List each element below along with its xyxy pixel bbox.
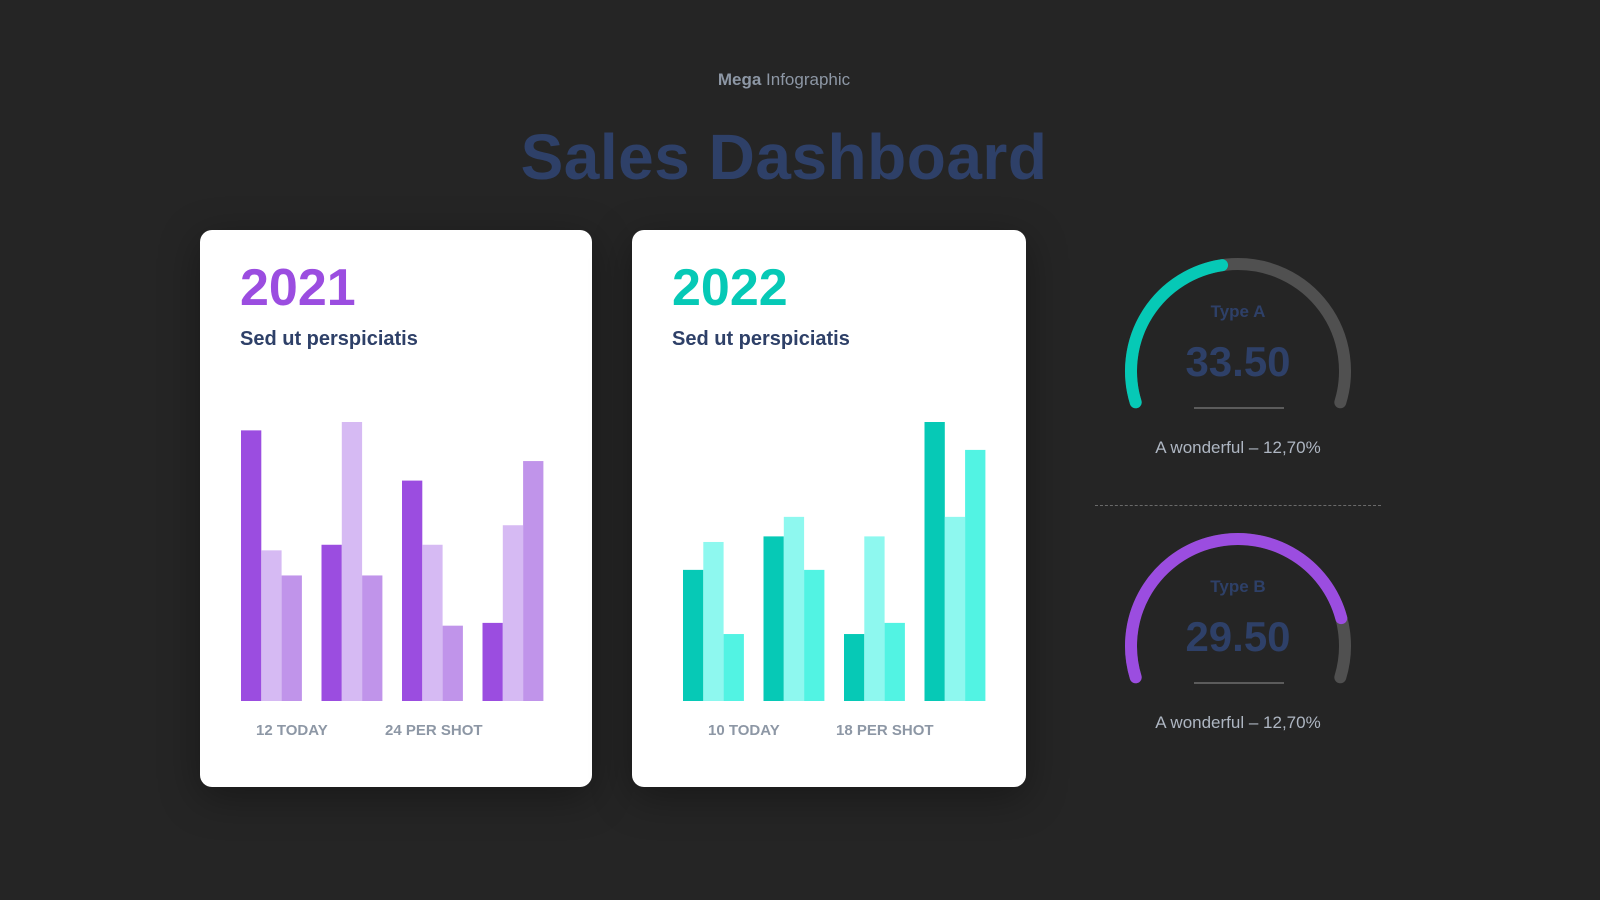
gauge-value: 33.50 xyxy=(1185,338,1291,385)
kicker-rest: Infographic xyxy=(766,70,851,89)
bar-chart-2022 xyxy=(683,422,986,701)
bar-g4-s2 xyxy=(944,516,966,701)
chart-year: 2021 xyxy=(240,259,356,317)
bar-g1-s2 xyxy=(703,541,724,701)
bar-g3-s2 xyxy=(422,544,443,701)
bar-g4-s3 xyxy=(965,449,986,701)
bar-g3-s3 xyxy=(884,622,905,701)
bar-g1-s3 xyxy=(723,634,744,701)
gauge-underline xyxy=(1194,682,1284,684)
chart-year: 2022 xyxy=(672,259,788,317)
gauge-arc xyxy=(1125,533,1351,684)
bar-chart-2021 xyxy=(241,422,544,701)
bar-g1-s1 xyxy=(241,430,262,701)
gauge-caption: A wonderful – 12,70% xyxy=(1155,713,1321,732)
chart-note-per-shot: 24 PER SHOT xyxy=(385,722,483,739)
bar-g2-s1 xyxy=(321,544,342,701)
gauge-divider xyxy=(1095,505,1381,506)
gauge-type-b: Type B 29.50 A wonderful – 12,70% xyxy=(1110,530,1366,740)
bar-g1-s2 xyxy=(261,550,282,701)
bar-g3-s3 xyxy=(442,625,463,701)
gauge-progress xyxy=(1125,533,1348,684)
bar-g4-s3 xyxy=(523,461,544,701)
bar-g4-s2 xyxy=(502,525,524,701)
gauge-value: 29.50 xyxy=(1185,613,1291,660)
gauge-label: Type A xyxy=(1210,302,1266,321)
bar-g3-s1 xyxy=(844,634,865,701)
gauge-arc xyxy=(1125,258,1351,409)
bar-g1-s3 xyxy=(281,575,302,701)
gauge-underline xyxy=(1194,407,1284,409)
bar-g2-s3 xyxy=(362,575,383,701)
page-title: Sales Dashboard xyxy=(520,121,1048,193)
gauge-caption: A wonderful – 12,70% xyxy=(1155,438,1321,457)
chart-note-today: 12 TODAY xyxy=(256,722,328,739)
bar-g4-s1 xyxy=(482,622,503,701)
gauge-progress xyxy=(1125,259,1229,409)
chart-card-2021: 2021 Sed ut perspiciatis 12 TODAY 24 PER… xyxy=(200,230,592,787)
header-kicker: Mega Infographic xyxy=(0,70,1568,90)
bar-g2-s1 xyxy=(763,536,784,701)
chart-card-2022: 2022 Sed ut perspiciatis 10 TODAY 18 PER… xyxy=(632,230,1026,787)
bar-g3-s1 xyxy=(402,480,423,701)
bar-g4-s1 xyxy=(924,422,945,701)
gauge-label: Type B xyxy=(1210,577,1266,596)
bar-g2-s2 xyxy=(783,516,805,701)
bar-g3-s2 xyxy=(864,536,885,701)
kicker-bold: Mega xyxy=(717,70,762,89)
chart-note-per-shot: 18 PER SHOT xyxy=(836,722,934,739)
gauge-type-a: Type A 33.50 A wonderful – 12,70% xyxy=(1110,255,1366,465)
bar-g2-s2 xyxy=(341,422,363,701)
bar-g1-s1 xyxy=(683,569,704,701)
chart-subtitle: Sed ut perspiciatis xyxy=(240,328,418,350)
chart-note-today: 10 TODAY xyxy=(708,722,780,739)
bar-g2-s3 xyxy=(804,569,825,701)
chart-subtitle: Sed ut perspiciatis xyxy=(672,328,850,350)
